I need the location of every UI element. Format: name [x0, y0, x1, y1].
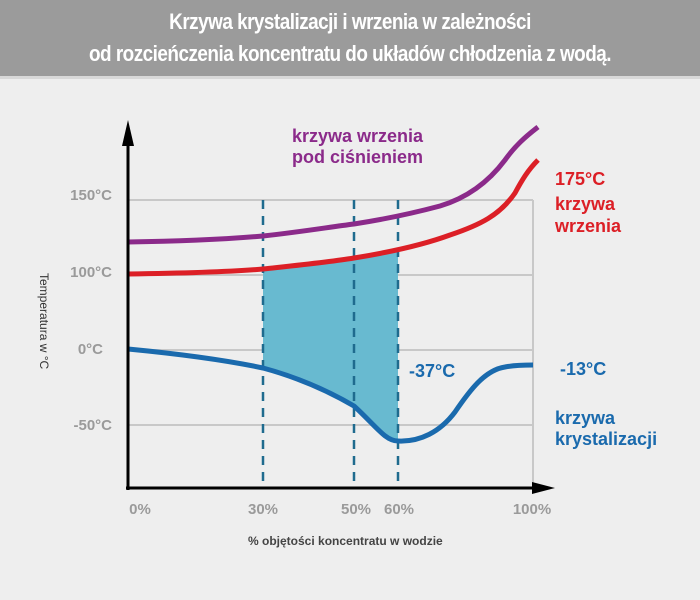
- x-axis: [126, 482, 555, 494]
- y-tick-150: 150°C: [70, 187, 112, 204]
- x-tick-30: 30%: [248, 501, 278, 518]
- title-line-1: Krzywa krystalizacji i wrzenia w zależno…: [169, 9, 531, 34]
- boiling-curve: [127, 158, 540, 277]
- cryst-label-2: krystalizacji: [555, 429, 657, 449]
- curve-labels: krzywa wrzenia pod ciśnieniem 175°C krzy…: [292, 126, 657, 449]
- boiling-end-value: 175°C: [555, 169, 605, 189]
- y-tick-0: 0°C: [78, 341, 103, 358]
- y-axis: [122, 120, 134, 490]
- min-value-label: -37°C: [409, 361, 455, 381]
- x-tick-100: 100%: [513, 501, 551, 518]
- boiling-label-2: wrzenia: [554, 216, 622, 236]
- shaded-working-region: [263, 251, 398, 441]
- title-line-2: od rozcieńczenia koncentratu do układów …: [89, 41, 612, 66]
- crystallization-curve: [127, 346, 534, 444]
- cryst-label-1: krzywa: [555, 408, 616, 428]
- y-tick-minus50: -50°C: [73, 417, 112, 434]
- pressure-boiling-curve: [127, 125, 540, 245]
- y-axis-title: Temperatura w °C: [37, 273, 51, 369]
- y-tick-labels: 150°C 100°C 0°C -50°C: [70, 187, 112, 434]
- title-banner: Krzywa krystalizacji i wrzenia w zależno…: [0, 0, 700, 79]
- x-tick-60: 60%: [384, 501, 414, 518]
- x-tick-labels: 0% 30% 50% 60% 100%: [129, 501, 551, 518]
- x-axis-title: % objętości koncentratu w wodzie: [248, 534, 443, 548]
- cryst-end-value: -13°C: [560, 359, 606, 379]
- pressure-boiling-label-2: pod ciśnieniem: [292, 147, 423, 167]
- x-tick-0: 0%: [129, 501, 151, 518]
- y-tick-100: 100°C: [70, 264, 112, 281]
- boiling-label-1: krzywa: [555, 194, 616, 214]
- x-tick-50: 50%: [341, 501, 371, 518]
- pressure-boiling-label-1: krzywa wrzenia: [292, 126, 424, 146]
